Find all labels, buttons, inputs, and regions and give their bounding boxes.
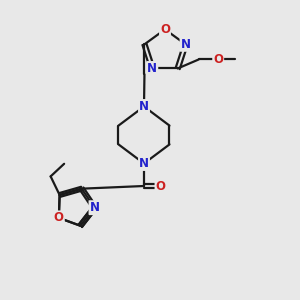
Text: O: O bbox=[54, 212, 64, 224]
Text: O: O bbox=[213, 53, 223, 66]
Text: N: N bbox=[139, 100, 149, 113]
Text: N: N bbox=[147, 62, 157, 75]
Text: N: N bbox=[89, 201, 100, 214]
Text: N: N bbox=[181, 38, 190, 51]
Text: N: N bbox=[139, 157, 149, 170]
Text: O: O bbox=[155, 179, 166, 193]
Text: O: O bbox=[160, 23, 170, 36]
